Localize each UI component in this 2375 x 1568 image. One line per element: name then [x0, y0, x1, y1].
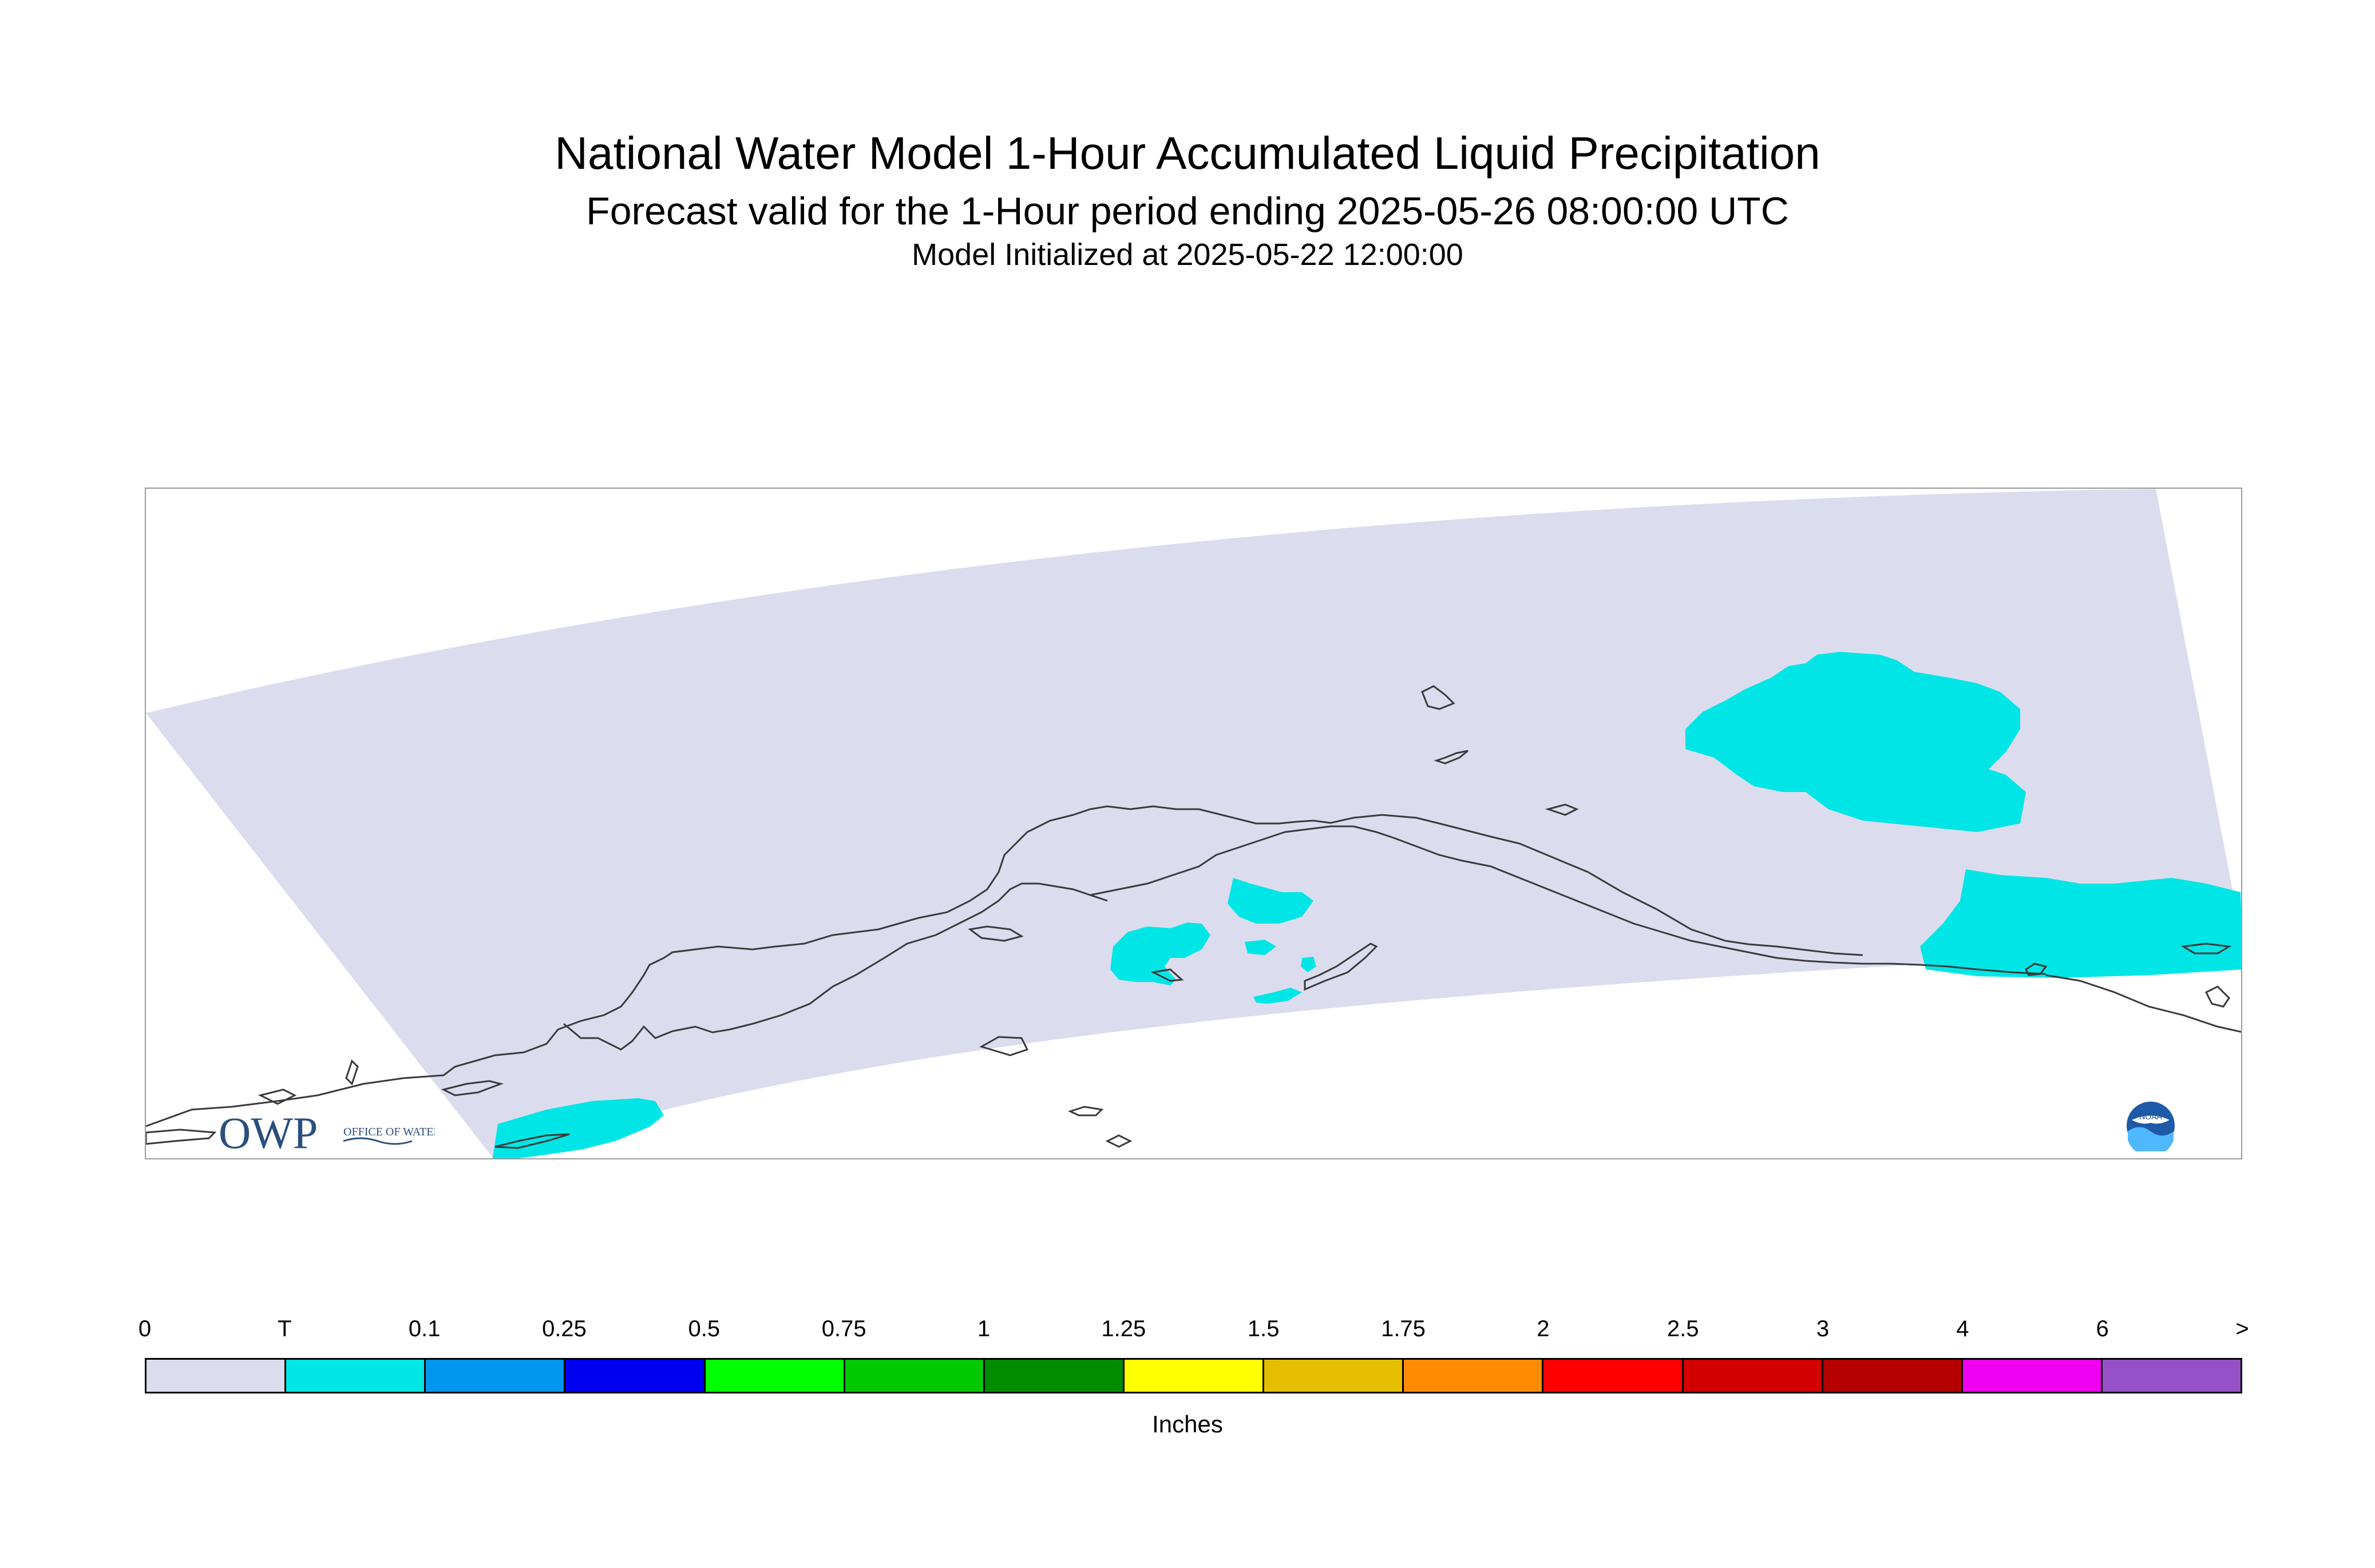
island-5 [1067, 1106, 1104, 1116]
precip-area-central-3 [1245, 940, 1276, 955]
legend-swatch [1124, 1360, 1265, 1392]
precipitation-areas [492, 652, 2241, 1158]
precip-area-central-5 [1301, 957, 1316, 972]
island-6 [1150, 968, 1184, 982]
legend-swatch [2102, 1360, 2241, 1392]
legend-tick-label: > [2235, 1316, 2249, 1341]
map-title: National Water Model 1-Hour Accumulated … [555, 128, 1820, 179]
island-9 [146, 1129, 217, 1145]
legend-tick-label: 1.25 [1101, 1316, 1146, 1341]
legend-tick-label: 0 [138, 1316, 152, 1341]
coastline-gulf-east [1393, 837, 2047, 975]
island-3 [968, 925, 1024, 942]
precip-area-east [1920, 869, 2241, 978]
island-15 [1105, 1134, 1133, 1148]
legend-tick-label: 2 [1537, 1316, 1550, 1341]
legend-tick-label: 0.5 [688, 1316, 721, 1341]
owp-wave [343, 1137, 413, 1145]
model-domain [146, 489, 2241, 1158]
island-8 [441, 1080, 504, 1096]
legend-tick-label: 1.5 [1247, 1316, 1280, 1341]
legend-tick-label: 1.75 [1381, 1316, 1426, 1341]
island-7 [1304, 943, 1378, 991]
legend-tick-label: T [278, 1316, 292, 1341]
legend-swatch [845, 1360, 985, 1392]
coastline-kenai [1090, 825, 1394, 896]
legend-swatch [1404, 1360, 1544, 1392]
precip-area-central-4 [1253, 988, 1302, 1004]
legend-tick-label: 2.5 [1667, 1316, 1699, 1341]
owp-logo-subtext: OFFICE OF WATER PREDICTION [343, 1126, 435, 1138]
legend-swatch [147, 1360, 287, 1392]
island-17 [2180, 943, 2232, 955]
legend-swatch [705, 1360, 845, 1392]
owp-logo-text: OWP [219, 1108, 318, 1158]
noaa-logo-text: NOAA [2139, 1112, 2162, 1121]
legend-units: Inches [1152, 1411, 1223, 1438]
island-13 [258, 1088, 297, 1105]
precipitation-map: OWP OFFICE OF WATER PREDICTION NOAA [145, 488, 2242, 1159]
legend-swatch [1823, 1360, 1963, 1392]
island-1 [1421, 685, 1455, 710]
island-2 [1434, 750, 1468, 765]
precip-area-central-1 [1110, 922, 1210, 985]
legend-tick-label: 3 [1816, 1316, 1830, 1341]
noaa-logo: NOAA [2125, 1100, 2176, 1151]
model-init-time: Model Initialized at 2025-05-22 12:00:00 [912, 237, 1463, 272]
island-14 [494, 1133, 570, 1149]
legend-swatch [1543, 1360, 1684, 1392]
legend-swatch [984, 1360, 1125, 1392]
legend-swatch [1264, 1360, 1404, 1392]
legend-swatch [1683, 1360, 1823, 1392]
legend-swatch [565, 1360, 706, 1392]
legend-swatch [1962, 1360, 2103, 1392]
legend-colorbar [145, 1358, 2242, 1393]
island-10 [2025, 963, 2048, 976]
precip-area-central-2 [1228, 878, 1313, 924]
legend-swatch [426, 1360, 566, 1392]
coastlines [146, 685, 2241, 1149]
legend-tick-label: 4 [1956, 1316, 1969, 1341]
owp-logo: OWP OFFICE OF WATER PREDICTION [217, 1107, 435, 1158]
map-subtitle: Forecast valid for the 1-Hour period end… [586, 189, 1789, 233]
legend-swatch [286, 1360, 426, 1392]
legend-tick-label: 0.25 [542, 1316, 587, 1341]
legend-tick-label: 0.75 [821, 1316, 866, 1341]
island-4 [979, 1036, 1029, 1056]
coastline-mainland [146, 805, 1863, 1127]
island-12 [345, 1059, 359, 1086]
legend-labels: 0 T 0.1 0.25 0.5 0.75 1 1.25 1.5 1.75 2 2.5 3 4 6 > [138, 1316, 2249, 1351]
legend-tick-label: 6 [2096, 1316, 2109, 1341]
coastline-southeast [2045, 974, 2241, 1033]
legend-tick-label: 1 [977, 1316, 991, 1341]
coastline-bristol-bay [563, 882, 1108, 1051]
island-11 [2204, 985, 2230, 1008]
precip-area-northeast [1685, 652, 2026, 832]
legend-tick-label: 0.1 [408, 1316, 441, 1341]
island-18 [1545, 803, 1579, 816]
